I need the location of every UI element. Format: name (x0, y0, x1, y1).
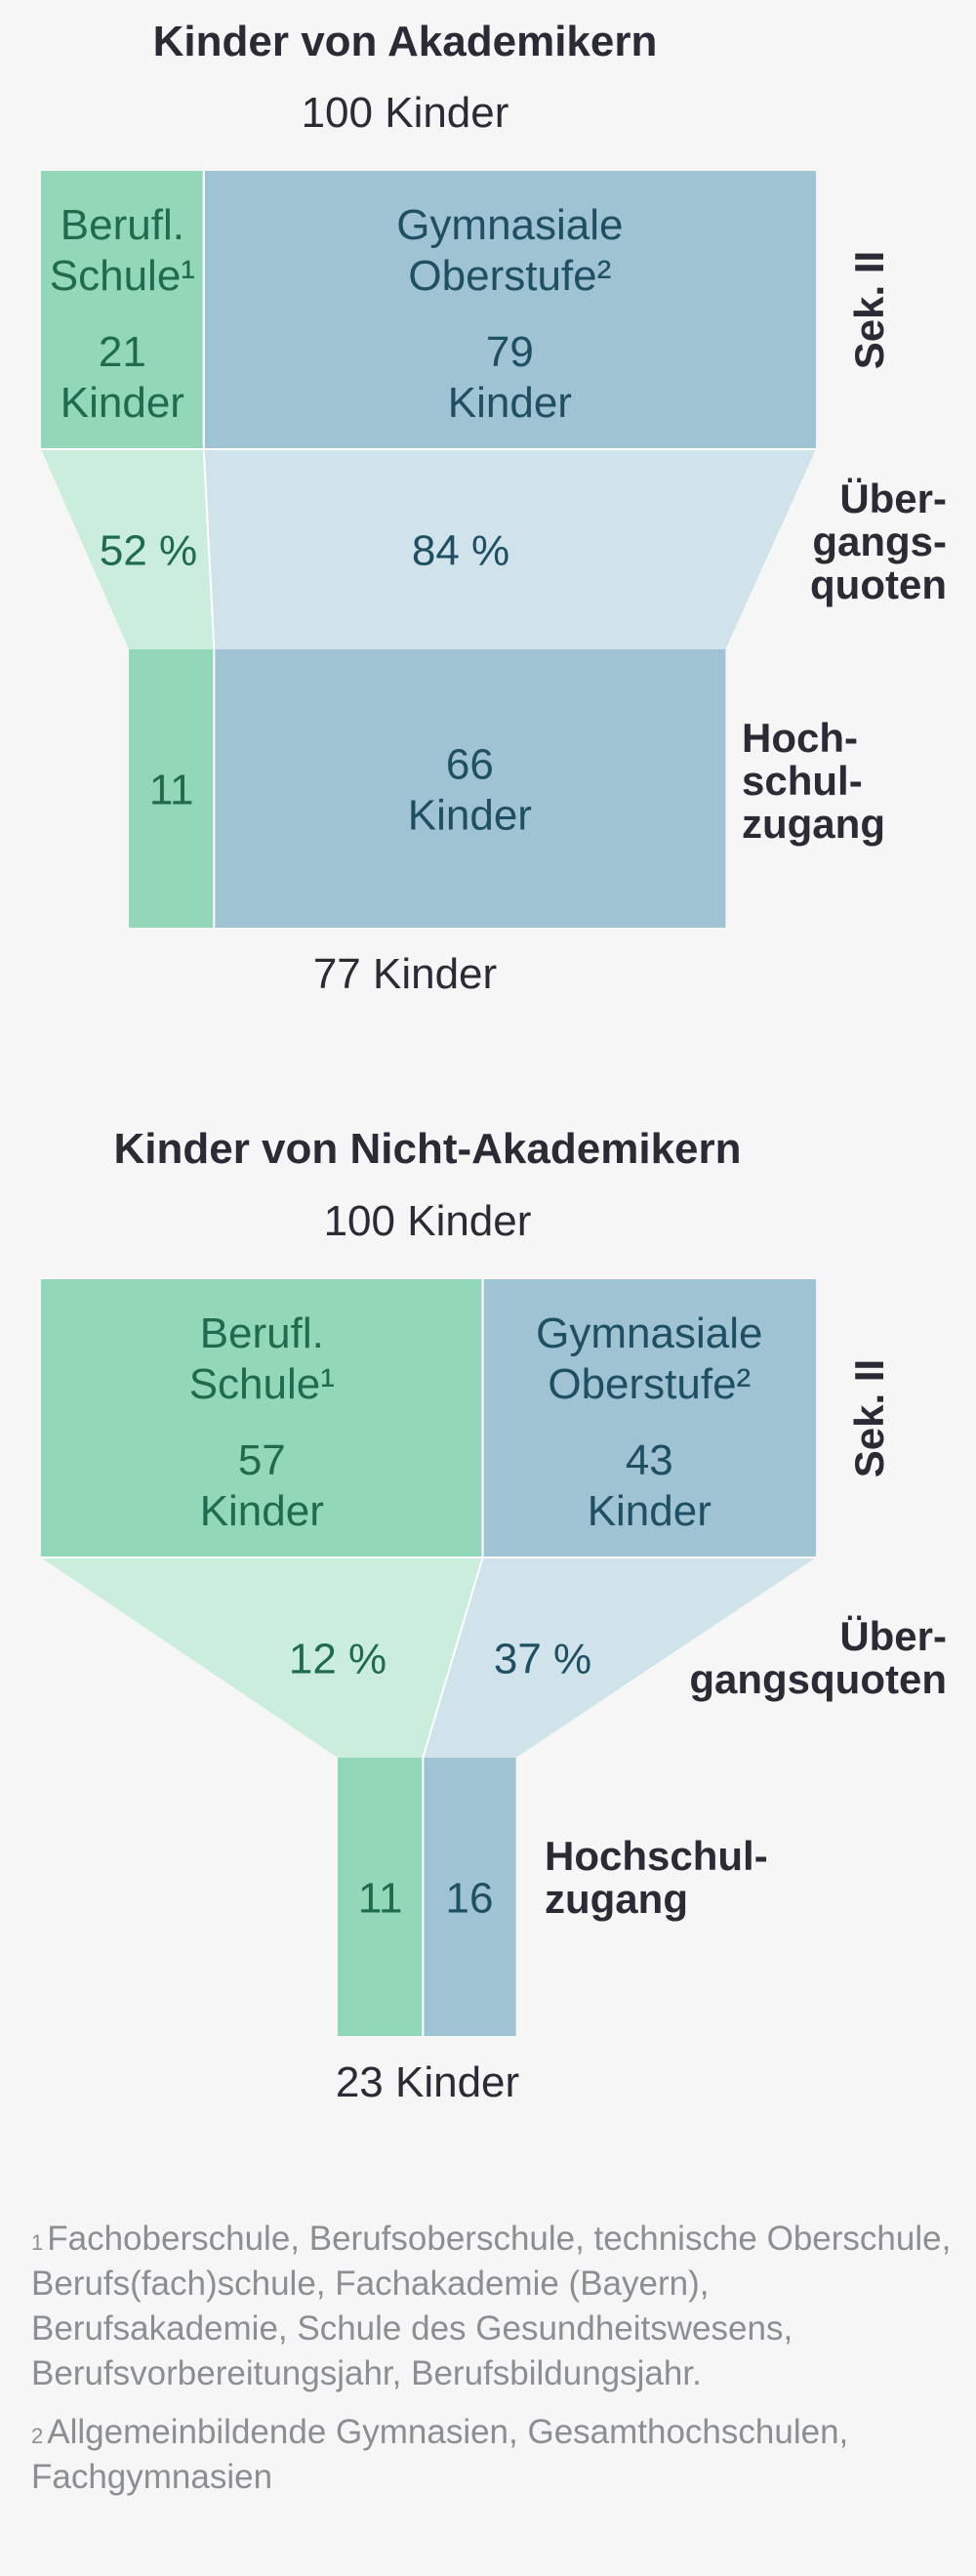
label-gymnasiale-2: Oberstufe² (408, 252, 611, 300)
funnel-gymnasiale-oberstufe (203, 449, 817, 649)
total-bottom-label: 77 Kinder (313, 950, 497, 998)
chart-title: Kinder von Nicht-Akademikern (113, 1125, 741, 1173)
bar-berufl-schule (41, 171, 204, 449)
label-berufl-schule-1: Berufl. (61, 201, 184, 249)
sek-label: Sek. II (846, 251, 892, 369)
funnel-chart-nicht-akademiker: Kinder von Nicht-Akademikern 100 Kinder Be… (0, 1074, 976, 2207)
bar-gymnasiale-oberstufe (203, 171, 817, 449)
label-berufl-schule-2: Schule¹ (50, 252, 195, 300)
footnote-1: 1 Fachoberschule, Berufsoberschule, techn… (31, 2217, 958, 2396)
zugang-label-1: Hochschul- (545, 1833, 768, 1879)
label-gymnasiale-count-1: 43 (626, 1436, 673, 1484)
result-berufl-schule-1: 11 (149, 767, 194, 814)
chart-title: Kinder von Akademikern (153, 18, 658, 65)
label-berufl-schule-2: Schule¹ (189, 1360, 335, 1408)
label-gymnasiale-count-1: 79 (486, 328, 534, 376)
bar-result-gymnasiale-oberstufe (214, 649, 726, 928)
uebergang-label-2: gangsquoten (689, 1656, 947, 1702)
zugang-label-3: zugang (742, 801, 885, 847)
label-berufl-schule-count-2: Kinder (61, 379, 184, 427)
footnote-mark-1: 1 (31, 2230, 44, 2255)
rate-berufl-schule: 52 % (100, 527, 197, 575)
funnel-chart-akademiker: Kinder von Akademikern 100 Kinder Berufl. S… (0, 0, 976, 1074)
bar-result-gymnasiale-oberstufe (423, 1758, 516, 2036)
footnotes: 1 Fachoberschule, Berufsoberschule, techn… (31, 2217, 958, 2514)
rate-gymnasiale: 84 % (412, 527, 509, 575)
funnel-berufl-schule (41, 449, 215, 649)
zugang-label-2: zugang (545, 1876, 688, 1922)
footnote-text-1: Fachoberschule, Berufsoberschule, techni… (31, 2220, 952, 2392)
funnel-gymnasiale-oberstufe (423, 1558, 816, 1758)
total-top-label: 100 Kinder (324, 1197, 532, 1245)
label-gymnasiale-count-2: Kinder (448, 379, 572, 427)
label-gymnasiale-2: Oberstufe² (548, 1360, 751, 1408)
separator-funnel (202, 448, 216, 650)
label-berufl-schule-1: Berufl. (200, 1309, 324, 1357)
label-gymnasiale-1: Gymnasiale (536, 1309, 762, 1357)
footnote-mark-2: 2 (31, 2424, 44, 2448)
bar-berufl-schule (41, 1279, 483, 1558)
label-gymnasiale-1: Gymnasiale (396, 201, 623, 249)
zugang-label-1: Hoch- (742, 715, 858, 761)
label-berufl-schule-count-2: Kinder (200, 1487, 324, 1535)
uebergang-label-1: Über- (839, 1613, 947, 1659)
uebergang-label-1: Über- (839, 476, 947, 521)
uebergang-label-2: gangs- (812, 519, 947, 564)
uebergang-label-3: quoten (810, 561, 947, 607)
total-top-label: 100 Kinder (302, 89, 509, 137)
bar-result-berufl-schule (338, 1758, 424, 2036)
funnel-svg-nicht-akademiker: Kinder von Nicht-Akademikern 100 Kinder Be… (41, 1125, 947, 2106)
footnote-2: 2 Allgemeinbildende Gymnasien, Gesamthoch… (31, 2410, 958, 2500)
footnote-text-2: Allgemeinbildende Gymnasien, Gesamthochs… (31, 2413, 849, 2496)
rate-gymnasiale: 37 % (494, 1636, 591, 1683)
label-berufl-schule-count-1: 21 (99, 328, 146, 376)
label-gymnasiale-count-2: Kinder (588, 1487, 712, 1535)
result-gymnasiale-2: Kinder (408, 792, 532, 840)
separator-funnel (422, 1557, 484, 1759)
rate-berufl-schule: 12 % (289, 1636, 386, 1683)
label-berufl-schule-count-1: 57 (238, 1436, 286, 1484)
result-gymnasiale-1: 16 (446, 1875, 494, 1923)
bar-result-berufl-schule (129, 649, 215, 928)
sek-label: Sek. II (846, 1359, 892, 1477)
bar-gymnasiale-oberstufe (482, 1279, 816, 1558)
total-bottom-label: 23 Kinder (336, 2058, 519, 2106)
funnel-berufl-schule (41, 1558, 483, 1758)
result-gymnasiale-1: 66 (446, 741, 494, 789)
result-berufl-schule-1: 11 (358, 1875, 403, 1923)
zugang-label-2: schul- (742, 758, 863, 804)
